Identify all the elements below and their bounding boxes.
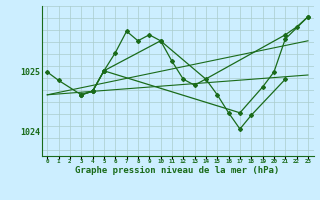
X-axis label: Graphe pression niveau de la mer (hPa): Graphe pression niveau de la mer (hPa)	[76, 166, 280, 175]
